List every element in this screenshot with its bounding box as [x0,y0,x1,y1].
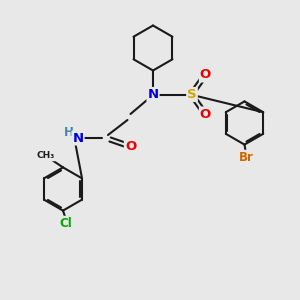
Text: Cl: Cl [60,217,72,230]
Text: O: O [200,107,211,121]
Text: S: S [187,88,197,101]
Text: O: O [125,140,136,154]
Text: N: N [72,131,84,145]
Text: N: N [147,88,159,101]
Text: H: H [64,126,74,139]
Text: Br: Br [238,151,253,164]
Text: O: O [200,68,211,82]
Text: CH₃: CH₃ [37,152,55,160]
